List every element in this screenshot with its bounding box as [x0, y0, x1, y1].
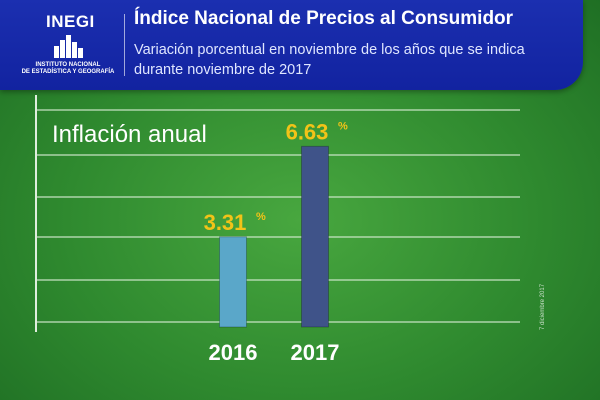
logo-caption-line1: INSTITUTO NACIONAL [35, 62, 101, 68]
value-suffix-2016: % [256, 211, 266, 223]
header-banner: INEGI INSTITUTO NACIONAL DE ESTADÍSTICA … [0, 0, 583, 90]
category-label-2016: 2016 [209, 340, 258, 365]
chart-title: Inflación anual [52, 121, 207, 148]
category-label-2017: 2017 [291, 340, 340, 365]
logo-caption: INSTITUTO NACIONAL DE ESTADÍSTICA Y GEOG… [16, 62, 120, 76]
logo-grid-icon [54, 35, 83, 58]
bar-2017 [301, 145, 329, 328]
inegi-logo: INEGI INSTITUTO NACIONAL DE ESTADÍSTICA … [16, 12, 120, 82]
value-label-2017: 6.63 [286, 119, 329, 144]
logo-caption-line2: DE ESTADÍSTICA Y GEOGRAFÍA [21, 69, 115, 75]
value-suffix-2017: % [338, 120, 348, 132]
header-divider [124, 14, 125, 76]
page-title: Índice Nacional de Precios al Consumidor [134, 8, 514, 29]
logo-word: INEGI [46, 12, 95, 31]
bar-2016 [219, 236, 247, 328]
page-subtitle: Variación porcentual en noviembre de los… [134, 42, 525, 78]
chart-bars: 3.31 % 2016 6.63 % 2017 [204, 119, 348, 365]
side-date: 7 diciembre 2017 [540, 283, 546, 330]
chart-grid [36, 109, 520, 323]
value-label-2016: 3.31 [204, 210, 247, 235]
